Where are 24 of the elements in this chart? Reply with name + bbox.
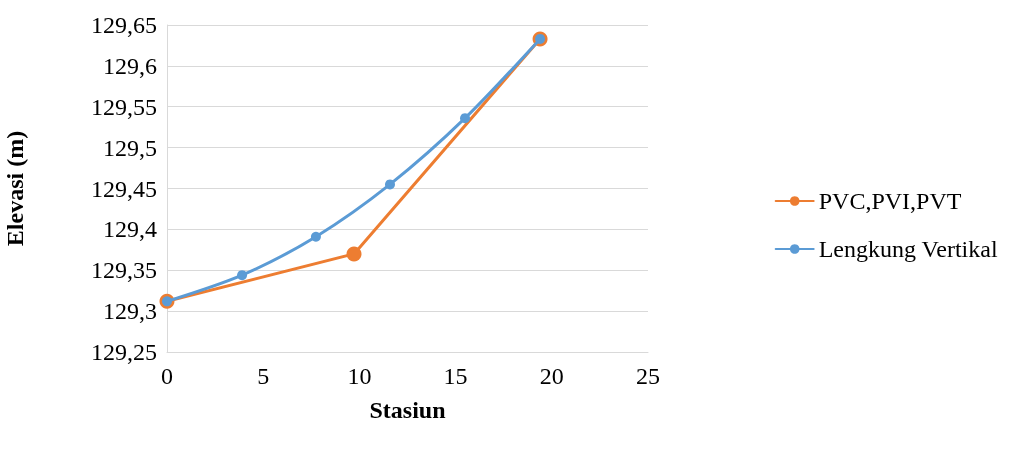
legend-label: PVC,PVI,PVT <box>818 188 962 214</box>
y-tick-label: 129,35 <box>91 257 157 284</box>
x-tick-label: 5 <box>257 363 270 389</box>
y-tick-label: 129,45 <box>91 175 157 202</box>
y-tick-label: 129,6 <box>103 52 157 79</box>
x-tick-label: 10 <box>347 363 372 389</box>
point <box>237 270 248 281</box>
x-tick-label: 20 <box>539 363 564 389</box>
point <box>310 231 321 242</box>
x-tick-label: 15 <box>443 363 468 389</box>
y-tick-label: 129,25 <box>91 339 157 365</box>
y-tick-label: 129,5 <box>103 134 157 161</box>
x-tick-label: 0 <box>161 363 173 389</box>
point <box>346 246 362 262</box>
y-axis-title: Elevasi (m) <box>2 130 28 247</box>
x-tick-label: 25 <box>636 363 660 389</box>
y-tick-label: 129,3 <box>103 298 157 325</box>
point <box>385 179 395 190</box>
x-axis-title: Stasiun <box>369 397 446 423</box>
y-tick-label: 129,65 <box>91 12 157 38</box>
legend-label: Lengkung Vertikal <box>818 236 998 262</box>
point <box>460 113 471 124</box>
y-tick-label: 129,55 <box>91 93 157 120</box>
y-tick-label: 129,4 <box>103 216 157 243</box>
